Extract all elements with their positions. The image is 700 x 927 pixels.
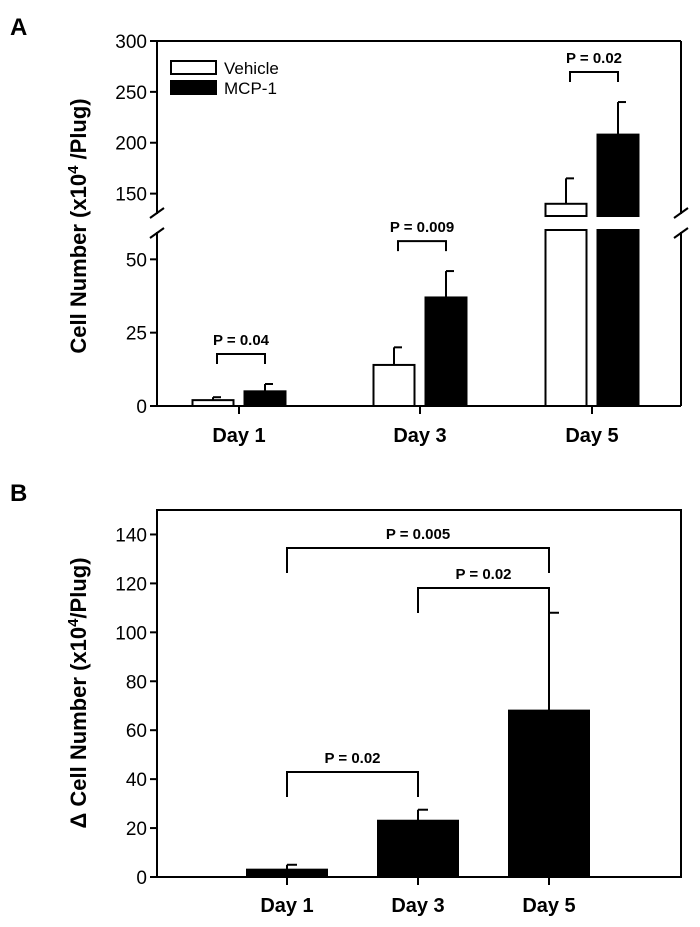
axis-break-mark (673, 207, 689, 219)
legend-swatch-vehicle (170, 60, 217, 75)
axis-break-mark (149, 227, 165, 239)
y-tick-label: 250 (115, 83, 147, 104)
bar-delta (508, 709, 590, 878)
x-tick-label: Day 5 (522, 895, 575, 917)
significance-bracket (216, 353, 266, 364)
y-tick-label: 150 (115, 185, 147, 206)
p-value-label: P = 0.009 (390, 219, 454, 236)
y-tick-label: 300 (115, 32, 147, 53)
bar-delta (377, 819, 459, 879)
x-tick-label: Day 5 (565, 425, 618, 447)
bar-delta (246, 868, 328, 878)
x-tick-label: Day 3 (391, 895, 444, 917)
p-value-label: P = 0.04 (213, 332, 270, 349)
significance-bracket (286, 771, 419, 797)
y-tick-label: 0 (136, 397, 147, 418)
y-tick-label: 120 (115, 574, 147, 595)
x-tick-label: Day 3 (393, 425, 446, 447)
y-tick-label: 100 (115, 623, 147, 644)
y-tick-label: 25 (126, 324, 147, 345)
y-axis-title: Cell Number (x104 /Plug) (65, 98, 91, 353)
y-tick-label: 80 (126, 672, 147, 693)
y-tick-label: 0 (136, 868, 147, 889)
bar-mcp1 (596, 229, 640, 407)
y-tick-label: 200 (115, 134, 147, 155)
axis-break-mark (673, 227, 689, 239)
legend-label-mcp1: MCP-1 (224, 79, 277, 98)
chart-a: 0 25 50 150 200 250 300 Day 1 P = 0.04 Day 3 P = 0… (65, 32, 689, 447)
p-value-label: P = 0.02 (455, 566, 511, 583)
y-tick-label: 50 (126, 250, 147, 271)
p-value-label: P = 0.02 (324, 750, 380, 767)
legend-swatch-mcp1 (170, 80, 217, 95)
panel-b-label: B (10, 480, 28, 507)
p-value-label: P = 0.005 (386, 526, 450, 543)
x-tick-label: Day 1 (260, 895, 313, 917)
bar-mcp1-upper (596, 133, 640, 217)
significance-bracket (569, 71, 619, 83)
y-tick-label: 60 (126, 721, 147, 742)
legend-label-vehicle: Vehicle (224, 59, 279, 78)
bar-vehicle (544, 229, 588, 407)
panel-a-label: A (10, 14, 28, 41)
y-tick-label: 140 (115, 525, 147, 546)
significance-bracket (286, 547, 550, 573)
x-tick-label: Day 1 (212, 425, 265, 447)
y-tick-label: 20 (126, 819, 147, 840)
y-axis-title: Δ Cell Number (x104/Plug) (65, 557, 91, 828)
significance-bracket (397, 240, 447, 252)
y-tick-label: 40 (126, 770, 147, 791)
significance-bracket (417, 587, 550, 613)
bar-vehicle (372, 363, 416, 407)
p-value-label: P = 0.02 (566, 50, 622, 67)
axis-break-mark (149, 207, 165, 219)
